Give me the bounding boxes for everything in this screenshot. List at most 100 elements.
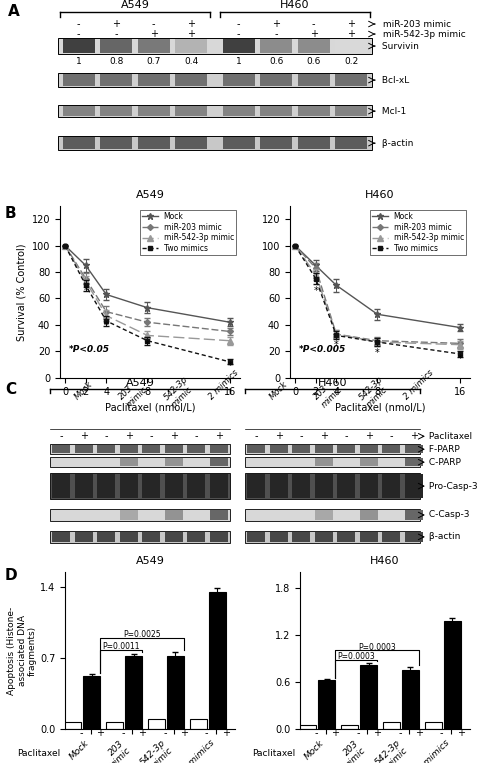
Bar xyxy=(360,532,378,542)
Text: A: A xyxy=(8,4,20,19)
Text: 0.4: 0.4 xyxy=(184,56,198,66)
Bar xyxy=(245,531,420,543)
Text: Mock: Mock xyxy=(268,380,289,402)
Bar xyxy=(298,137,330,149)
Bar xyxy=(245,473,420,499)
Bar xyxy=(50,531,230,543)
Text: Paclitaxel: Paclitaxel xyxy=(252,749,296,758)
Text: -: - xyxy=(104,431,108,441)
Mock xyxy=(226,317,232,327)
Text: 2 mimics: 2 mimics xyxy=(208,369,240,402)
Text: Survivin: Survivin xyxy=(379,41,419,50)
Bar xyxy=(404,446,423,453)
Title: H460: H460 xyxy=(365,190,395,200)
Bar xyxy=(223,74,254,86)
miR-203 mimic xyxy=(292,241,298,250)
Text: -: - xyxy=(300,431,303,441)
miR-542-3p mimic xyxy=(104,311,110,320)
Text: Bcl-xL: Bcl-xL xyxy=(379,76,409,85)
Text: *: * xyxy=(458,355,462,365)
Text: -: - xyxy=(150,431,153,441)
Bar xyxy=(64,722,81,729)
Bar xyxy=(247,446,266,453)
Bar xyxy=(164,532,183,542)
miR-203 mimic xyxy=(226,327,232,336)
Mock xyxy=(292,241,298,250)
Line: Two mimics: Two mimics xyxy=(293,243,462,356)
Bar xyxy=(270,474,288,498)
miR-542-3p mimic xyxy=(82,277,88,286)
Text: +: + xyxy=(180,728,188,738)
Text: +: + xyxy=(320,431,328,441)
miR-542-3p mimic xyxy=(292,241,298,250)
Bar xyxy=(292,532,310,542)
miR-542-3p mimic xyxy=(312,270,318,279)
Bar xyxy=(50,444,230,454)
Text: H460: H460 xyxy=(280,0,310,10)
Text: -: - xyxy=(312,19,316,29)
Bar xyxy=(125,656,142,729)
Text: *P<0.05: *P<0.05 xyxy=(69,345,110,354)
Bar xyxy=(404,459,423,466)
Bar xyxy=(167,656,184,729)
miR-203 mimic xyxy=(62,241,68,250)
Bar xyxy=(404,474,423,498)
Text: P=0.0011: P=0.0011 xyxy=(102,642,140,651)
Bar xyxy=(97,446,116,453)
Bar xyxy=(444,621,460,729)
Text: 0.8: 0.8 xyxy=(109,56,124,66)
Text: 0.6: 0.6 xyxy=(306,56,321,66)
Bar xyxy=(260,74,292,86)
Text: +: + xyxy=(347,29,355,39)
Text: +: + xyxy=(150,29,158,39)
Bar xyxy=(120,532,138,542)
Bar xyxy=(210,510,228,520)
Bar xyxy=(314,510,333,520)
Text: -: - xyxy=(398,728,402,738)
Bar xyxy=(425,723,442,729)
Mock xyxy=(312,261,318,270)
Bar xyxy=(142,532,161,542)
Bar xyxy=(245,509,420,521)
Text: 0.7: 0.7 xyxy=(146,56,161,66)
miR-203 mimic xyxy=(374,336,380,346)
Bar xyxy=(138,106,170,116)
Text: -: - xyxy=(237,29,240,39)
Bar xyxy=(336,39,367,53)
Text: Mcl-1: Mcl-1 xyxy=(379,107,406,116)
miR-542-3p mimic xyxy=(226,336,232,346)
Bar xyxy=(176,106,207,116)
Bar xyxy=(337,474,355,498)
Text: A549: A549 xyxy=(126,378,154,388)
Bar xyxy=(120,446,138,453)
Mock xyxy=(334,281,340,290)
Bar xyxy=(63,39,94,53)
Bar xyxy=(209,592,226,729)
Bar xyxy=(50,457,230,467)
Bar xyxy=(142,474,161,498)
Bar xyxy=(176,39,207,53)
Text: P=0.0003: P=0.0003 xyxy=(337,652,375,661)
Text: +: + xyxy=(272,19,280,29)
Bar xyxy=(187,532,206,542)
Text: *: * xyxy=(228,361,232,371)
Bar xyxy=(74,446,93,453)
Bar xyxy=(210,446,228,453)
Text: +: + xyxy=(96,728,104,738)
Bar xyxy=(50,509,230,521)
Text: miR-542-3p mimic: miR-542-3p mimic xyxy=(380,30,466,39)
miR-542-3p mimic xyxy=(334,330,340,339)
Text: +: + xyxy=(138,728,146,738)
Bar xyxy=(210,474,228,498)
Text: Paclitaxel: Paclitaxel xyxy=(18,749,60,758)
Two mimics xyxy=(374,337,380,346)
Bar xyxy=(63,137,94,149)
Bar xyxy=(314,459,333,466)
Bar xyxy=(404,510,423,520)
Text: +: + xyxy=(331,728,339,738)
Mock xyxy=(144,303,150,312)
Legend: Mock, miR-203 mimic, miR-542-3p mimic, Two mimics: Mock, miR-203 mimic, miR-542-3p mimic, T… xyxy=(370,210,466,255)
Text: -: - xyxy=(390,431,393,441)
Bar xyxy=(190,719,207,729)
Text: 203
mimic: 203 mimic xyxy=(118,378,150,409)
